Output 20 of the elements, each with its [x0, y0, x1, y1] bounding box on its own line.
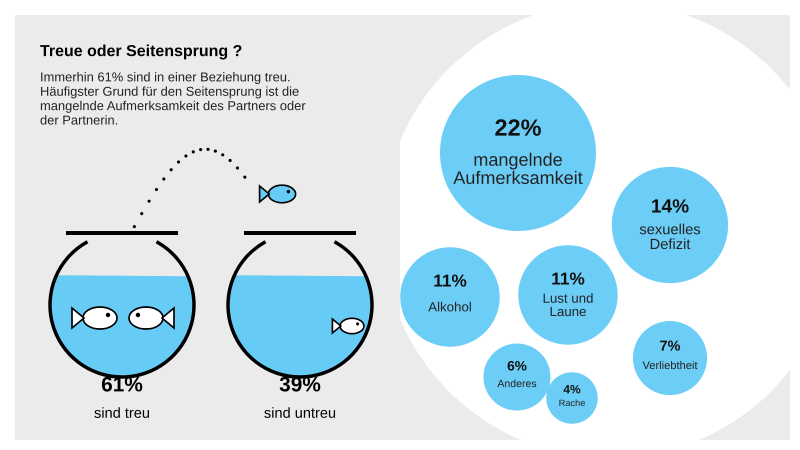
text: Immerhin 61% sind in einer Beziehung treu. Häufigster Grund für den Seitensprung ist die mangelnde Aufmerksamkeit des Partners oder der Partnerin.: [40, 72, 306, 125]
data-label: 61%: [102, 376, 142, 392]
data-label: 11%: [434, 274, 466, 287]
category-label: Anderes: [497, 379, 536, 388]
data-label: 11%: [552, 272, 584, 285]
data-label: 7%: [660, 340, 680, 351]
category-label: Lust und Laune: [544, 293, 593, 316]
category-label: Rache: [559, 399, 585, 406]
category-label: sind treu: [94, 407, 149, 418]
data-label: 22%: [495, 119, 541, 136]
data-label: 14%: [652, 199, 689, 213]
text: Treue oder Seitensprung ?: [40, 44, 242, 60]
data-label: 6%: [508, 360, 527, 371]
data-label: 4%: [564, 385, 580, 394]
category-label: Alkohol: [428, 302, 471, 312]
category-label: Verliebtheit: [642, 360, 698, 370]
category-label: sind untreu: [264, 407, 336, 418]
category-label: mangelnde Aufmerksamkeit: [453, 152, 583, 184]
data-label: 39%: [280, 376, 320, 392]
category-label: sexuelles Defizit: [640, 224, 700, 250]
